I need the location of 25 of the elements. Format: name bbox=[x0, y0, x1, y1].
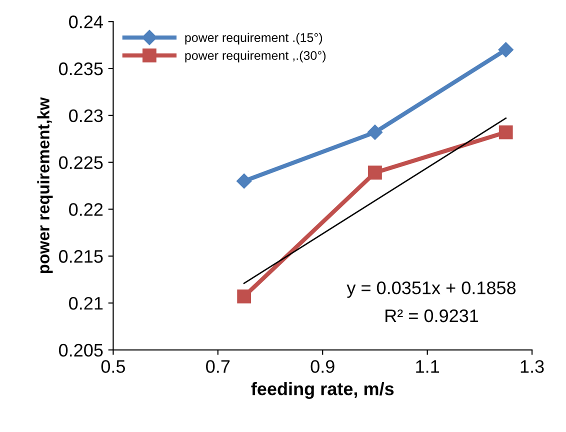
y-tick-label: 0.205 bbox=[59, 344, 103, 357]
y-tick-label: 0.235 bbox=[59, 62, 103, 76]
y-tick-label: 0.21 bbox=[69, 296, 103, 310]
x-tick-label: 0.7 bbox=[206, 360, 230, 373]
point bbox=[236, 174, 252, 189]
point bbox=[367, 124, 383, 140]
point bbox=[498, 42, 514, 58]
point bbox=[368, 166, 382, 180]
x-tick-label: 1.3 bbox=[520, 360, 544, 373]
x-axis-title: feeding rate, m/s bbox=[251, 382, 394, 399]
y-tick-label: 0.22 bbox=[69, 203, 103, 216]
point bbox=[498, 125, 513, 140]
legend-label: power requirement ,.(30°) bbox=[185, 50, 326, 62]
point bbox=[237, 290, 252, 304]
x-tick-label: 1.1 bbox=[416, 360, 439, 373]
y-tick-label: 0.24 bbox=[69, 16, 103, 28]
annotation: y = 0.0351x + 0.1858 bbox=[346, 282, 516, 298]
y-tick-label: 0.215 bbox=[59, 250, 103, 263]
y-tick-label: 0.225 bbox=[59, 156, 103, 170]
x-tick-label: 0.9 bbox=[310, 360, 334, 373]
y-tick-label: 0.23 bbox=[69, 109, 103, 122]
legend-label: power requirement .(15°) bbox=[185, 32, 322, 44]
x-tick-label: 0.5 bbox=[101, 360, 125, 373]
annotation: R² = 0.9231 bbox=[386, 309, 478, 322]
y-axis-title: power requirement,kw bbox=[37, 97, 53, 274]
